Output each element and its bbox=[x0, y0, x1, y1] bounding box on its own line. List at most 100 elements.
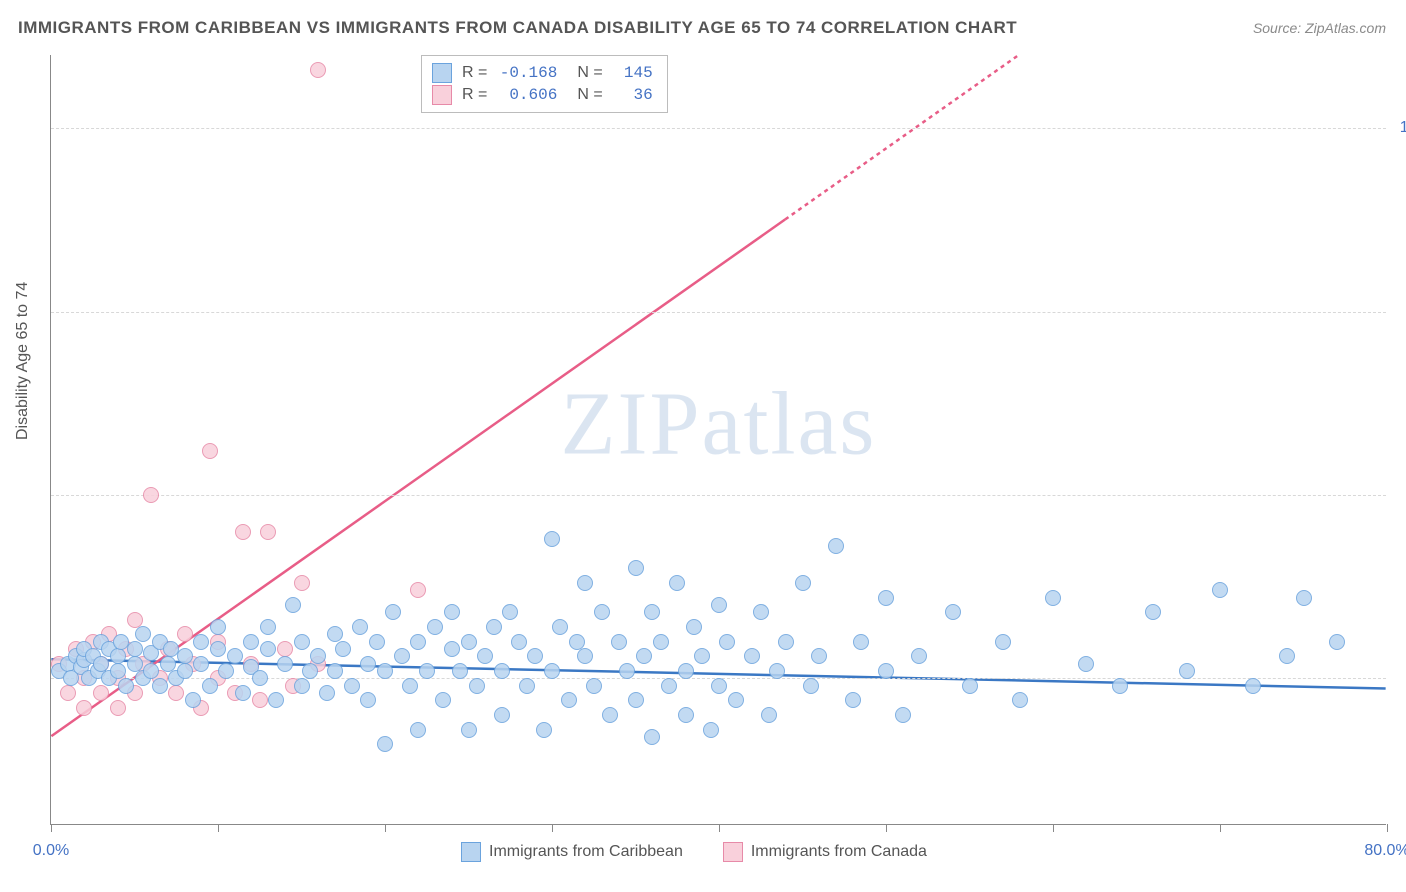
scatter-point-caribbean bbox=[536, 722, 552, 738]
legend-r-label: R = bbox=[462, 84, 487, 106]
scatter-point-caribbean bbox=[444, 641, 460, 657]
scatter-point-caribbean bbox=[268, 692, 284, 708]
x-tick bbox=[385, 824, 386, 832]
scatter-point-canada bbox=[110, 700, 126, 716]
scatter-point-caribbean bbox=[577, 575, 593, 591]
legend-series-item: Immigrants from Caribbean bbox=[461, 842, 683, 862]
scatter-point-caribbean bbox=[853, 634, 869, 650]
scatter-point-caribbean bbox=[127, 641, 143, 657]
scatter-point-canada bbox=[294, 575, 310, 591]
legend-n-value: 36 bbox=[613, 84, 653, 106]
legend-series: Immigrants from CaribbeanImmigrants from… bbox=[461, 842, 927, 862]
scatter-point-caribbean bbox=[135, 626, 151, 642]
watermark: ZIPatlas bbox=[561, 373, 877, 476]
scatter-point-caribbean bbox=[611, 634, 627, 650]
scatter-point-caribbean bbox=[110, 648, 126, 664]
scatter-point-caribbean bbox=[711, 678, 727, 694]
scatter-point-canada bbox=[277, 641, 293, 657]
x-tick bbox=[552, 824, 553, 832]
scatter-point-caribbean bbox=[753, 604, 769, 620]
scatter-point-caribbean bbox=[769, 663, 785, 679]
scatter-point-caribbean bbox=[427, 619, 443, 635]
scatter-point-caribbean bbox=[577, 648, 593, 664]
scatter-point-caribbean bbox=[193, 634, 209, 650]
scatter-point-caribbean bbox=[277, 656, 293, 672]
scatter-point-caribbean bbox=[394, 648, 410, 664]
scatter-point-canada bbox=[143, 487, 159, 503]
legend-swatch bbox=[723, 842, 743, 862]
scatter-point-caribbean bbox=[202, 678, 218, 694]
legend-series-label: Immigrants from Caribbean bbox=[489, 843, 683, 861]
scatter-point-canada bbox=[177, 626, 193, 642]
scatter-point-caribbean bbox=[360, 692, 376, 708]
y-tick-label: 50.0% bbox=[1394, 486, 1406, 504]
scatter-point-caribbean bbox=[461, 634, 477, 650]
scatter-point-caribbean bbox=[93, 656, 109, 672]
scatter-point-caribbean bbox=[494, 707, 510, 723]
y-axis-title: Disability Age 65 to 74 bbox=[14, 282, 32, 440]
scatter-point-caribbean bbox=[962, 678, 978, 694]
scatter-point-caribbean bbox=[452, 663, 468, 679]
scatter-point-caribbean bbox=[744, 648, 760, 664]
chart-title: IMMIGRANTS FROM CARIBBEAN VS IMMIGRANTS … bbox=[18, 18, 1017, 38]
scatter-point-caribbean bbox=[544, 663, 560, 679]
scatter-point-caribbean bbox=[1145, 604, 1161, 620]
legend-correlation: R =-0.168N =145R =0.606N =36 bbox=[421, 55, 668, 113]
scatter-point-caribbean bbox=[828, 538, 844, 554]
scatter-point-caribbean bbox=[878, 590, 894, 606]
scatter-point-caribbean bbox=[878, 663, 894, 679]
scatter-point-caribbean bbox=[310, 648, 326, 664]
scatter-point-caribbean bbox=[911, 648, 927, 664]
scatter-point-caribbean bbox=[644, 604, 660, 620]
scatter-point-caribbean bbox=[602, 707, 618, 723]
scatter-point-caribbean bbox=[335, 641, 351, 657]
scatter-point-caribbean bbox=[260, 619, 276, 635]
scatter-point-caribbean bbox=[210, 619, 226, 635]
scatter-point-caribbean bbox=[1329, 634, 1345, 650]
scatter-point-caribbean bbox=[544, 531, 560, 547]
scatter-point-caribbean bbox=[193, 656, 209, 672]
scatter-point-caribbean bbox=[527, 648, 543, 664]
legend-n-value: 145 bbox=[613, 62, 653, 84]
scatter-point-caribbean bbox=[803, 678, 819, 694]
scatter-point-caribbean bbox=[719, 634, 735, 650]
scatter-point-caribbean bbox=[511, 634, 527, 650]
scatter-point-caribbean bbox=[410, 722, 426, 738]
scatter-point-caribbean bbox=[377, 736, 393, 752]
source-attribution: Source: ZipAtlas.com bbox=[1253, 20, 1386, 36]
scatter-point-caribbean bbox=[653, 634, 669, 650]
scatter-point-caribbean bbox=[628, 560, 644, 576]
scatter-point-caribbean bbox=[118, 678, 134, 694]
legend-r-value: 0.606 bbox=[497, 84, 557, 106]
scatter-point-caribbean bbox=[995, 634, 1011, 650]
scatter-point-caribbean bbox=[127, 656, 143, 672]
scatter-point-caribbean bbox=[686, 619, 702, 635]
legend-swatch bbox=[432, 85, 452, 105]
scatter-point-caribbean bbox=[552, 619, 568, 635]
scatter-point-caribbean bbox=[419, 663, 435, 679]
scatter-point-caribbean bbox=[1279, 648, 1295, 664]
scatter-point-caribbean bbox=[227, 648, 243, 664]
scatter-point-canada bbox=[202, 443, 218, 459]
scatter-point-canada bbox=[260, 524, 276, 540]
scatter-point-caribbean bbox=[319, 685, 335, 701]
x-tick bbox=[218, 824, 219, 832]
scatter-point-caribbean bbox=[569, 634, 585, 650]
scatter-point-caribbean bbox=[352, 619, 368, 635]
scatter-point-caribbean bbox=[160, 656, 176, 672]
scatter-point-caribbean bbox=[502, 604, 518, 620]
scatter-point-caribbean bbox=[619, 663, 635, 679]
scatter-point-canada bbox=[127, 612, 143, 628]
scatter-point-caribbean bbox=[644, 729, 660, 745]
scatter-point-caribbean bbox=[294, 678, 310, 694]
x-tick bbox=[1220, 824, 1221, 832]
scatter-point-caribbean bbox=[177, 648, 193, 664]
scatter-point-caribbean bbox=[561, 692, 577, 708]
scatter-point-caribbean bbox=[1112, 678, 1128, 694]
scatter-point-caribbean bbox=[143, 663, 159, 679]
legend-swatch bbox=[461, 842, 481, 862]
scatter-point-canada bbox=[76, 700, 92, 716]
scatter-point-caribbean bbox=[703, 722, 719, 738]
scatter-point-caribbean bbox=[402, 678, 418, 694]
scatter-point-caribbean bbox=[294, 634, 310, 650]
